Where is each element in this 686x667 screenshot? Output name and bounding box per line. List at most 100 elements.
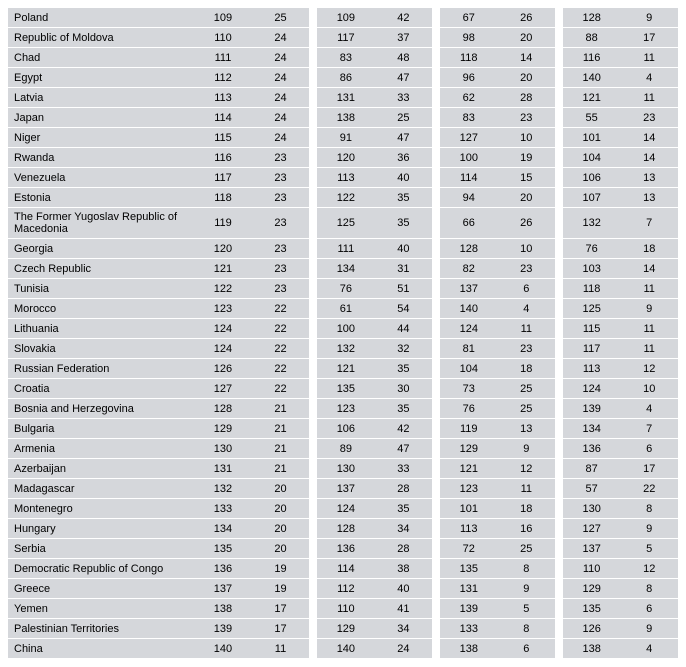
group3-value-cell: 10 bbox=[498, 128, 555, 148]
group3-value-cell: 13 bbox=[498, 419, 555, 439]
column-gap bbox=[555, 319, 563, 339]
group4-value-cell: 4 bbox=[620, 399, 678, 419]
group2-rank-cell: 140 bbox=[317, 639, 375, 659]
group3-rank-cell: 76 bbox=[440, 399, 498, 419]
column-gap bbox=[555, 28, 563, 48]
column-gap bbox=[309, 479, 317, 499]
column-gap bbox=[555, 579, 563, 599]
group3-value-cell: 18 bbox=[498, 359, 555, 379]
group3-rank-cell: 140 bbox=[440, 299, 498, 319]
group2-rank-cell: 91 bbox=[317, 128, 375, 148]
group4-value-cell: 14 bbox=[620, 148, 678, 168]
column-gap bbox=[309, 519, 317, 539]
table-row: Latvia1132413133622812111 bbox=[8, 88, 678, 108]
country-cell: Yemen bbox=[8, 599, 194, 619]
column-gap bbox=[309, 299, 317, 319]
group3-value-cell: 6 bbox=[498, 279, 555, 299]
group4-rank-cell: 139 bbox=[563, 399, 621, 419]
group4-value-cell: 7 bbox=[620, 419, 678, 439]
column-gap bbox=[432, 399, 440, 419]
group2-rank-cell: 122 bbox=[317, 188, 375, 208]
group4-value-cell: 5 bbox=[620, 539, 678, 559]
group4-rank-cell: 127 bbox=[563, 519, 621, 539]
group4-rank-cell: 88 bbox=[563, 28, 621, 48]
column-gap bbox=[309, 379, 317, 399]
column-gap bbox=[432, 279, 440, 299]
group3-rank-cell: 135 bbox=[440, 559, 498, 579]
column-gap bbox=[555, 168, 563, 188]
group3-rank-cell: 72 bbox=[440, 539, 498, 559]
group3-rank-cell: 123 bbox=[440, 479, 498, 499]
group4-value-cell: 6 bbox=[620, 439, 678, 459]
table-row: Croatia1272213530732512410 bbox=[8, 379, 678, 399]
column-gap bbox=[555, 519, 563, 539]
column-gap bbox=[432, 239, 440, 259]
country-cell: Latvia bbox=[8, 88, 194, 108]
group4-value-cell: 17 bbox=[620, 459, 678, 479]
group1-rank-cell: 129 bbox=[194, 419, 252, 439]
group1-value-cell: 24 bbox=[252, 28, 309, 48]
column-gap bbox=[432, 168, 440, 188]
group1-rank-cell: 130 bbox=[194, 439, 252, 459]
table-row: Tunisia122237651137611811 bbox=[8, 279, 678, 299]
table-row: China140111402413861384 bbox=[8, 639, 678, 659]
group2-rank-cell: 124 bbox=[317, 499, 375, 519]
country-cell: China bbox=[8, 639, 194, 659]
country-cell: Democratic Republic of Congo bbox=[8, 559, 194, 579]
column-gap bbox=[432, 519, 440, 539]
group4-value-cell: 11 bbox=[620, 48, 678, 68]
group2-rank-cell: 110 bbox=[317, 599, 375, 619]
country-cell: Czech Republic bbox=[8, 259, 194, 279]
table-body: Poland109251094267261289Republic of Mold… bbox=[8, 8, 678, 659]
group3-value-cell: 20 bbox=[498, 68, 555, 88]
group4-rank-cell: 126 bbox=[563, 619, 621, 639]
column-gap bbox=[309, 399, 317, 419]
group3-value-cell: 12 bbox=[498, 459, 555, 479]
group4-value-cell: 11 bbox=[620, 319, 678, 339]
column-gap bbox=[555, 8, 563, 28]
group1-rank-cell: 124 bbox=[194, 319, 252, 339]
group2-value-cell: 40 bbox=[375, 579, 432, 599]
column-gap bbox=[309, 319, 317, 339]
column-gap bbox=[555, 68, 563, 88]
group3-value-cell: 10 bbox=[498, 239, 555, 259]
group2-rank-cell: 100 bbox=[317, 319, 375, 339]
group3-value-cell: 4 bbox=[498, 299, 555, 319]
group1-value-cell: 20 bbox=[252, 539, 309, 559]
table-row: Slovakia1242213232812311711 bbox=[8, 339, 678, 359]
column-gap bbox=[309, 128, 317, 148]
group3-value-cell: 16 bbox=[498, 519, 555, 539]
group2-value-cell: 42 bbox=[375, 8, 432, 28]
column-gap bbox=[555, 499, 563, 519]
group1-value-cell: 23 bbox=[252, 259, 309, 279]
group4-rank-cell: 55 bbox=[563, 108, 621, 128]
country-data-table: Poland109251094267261289Republic of Mold… bbox=[8, 8, 678, 659]
group2-value-cell: 37 bbox=[375, 28, 432, 48]
group3-rank-cell: 127 bbox=[440, 128, 498, 148]
column-gap bbox=[309, 579, 317, 599]
group1-value-cell: 22 bbox=[252, 299, 309, 319]
group3-value-cell: 23 bbox=[498, 259, 555, 279]
group4-value-cell: 7 bbox=[620, 208, 678, 239]
table-row: Morocco12322615414041259 bbox=[8, 299, 678, 319]
group3-rank-cell: 131 bbox=[440, 579, 498, 599]
group1-rank-cell: 121 bbox=[194, 259, 252, 279]
group4-rank-cell: 116 bbox=[563, 48, 621, 68]
column-gap bbox=[555, 239, 563, 259]
group1-value-cell: 17 bbox=[252, 599, 309, 619]
group2-rank-cell: 120 bbox=[317, 148, 375, 168]
group4-value-cell: 9 bbox=[620, 8, 678, 28]
column-gap bbox=[432, 559, 440, 579]
group2-value-cell: 34 bbox=[375, 619, 432, 639]
column-gap bbox=[432, 299, 440, 319]
column-gap bbox=[555, 619, 563, 639]
group1-rank-cell: 113 bbox=[194, 88, 252, 108]
column-gap bbox=[309, 639, 317, 659]
country-cell: Madagascar bbox=[8, 479, 194, 499]
group4-rank-cell: 138 bbox=[563, 639, 621, 659]
column-gap bbox=[432, 148, 440, 168]
column-gap bbox=[309, 259, 317, 279]
group3-rank-cell: 100 bbox=[440, 148, 498, 168]
group1-rank-cell: 131 bbox=[194, 459, 252, 479]
group2-value-cell: 32 bbox=[375, 339, 432, 359]
